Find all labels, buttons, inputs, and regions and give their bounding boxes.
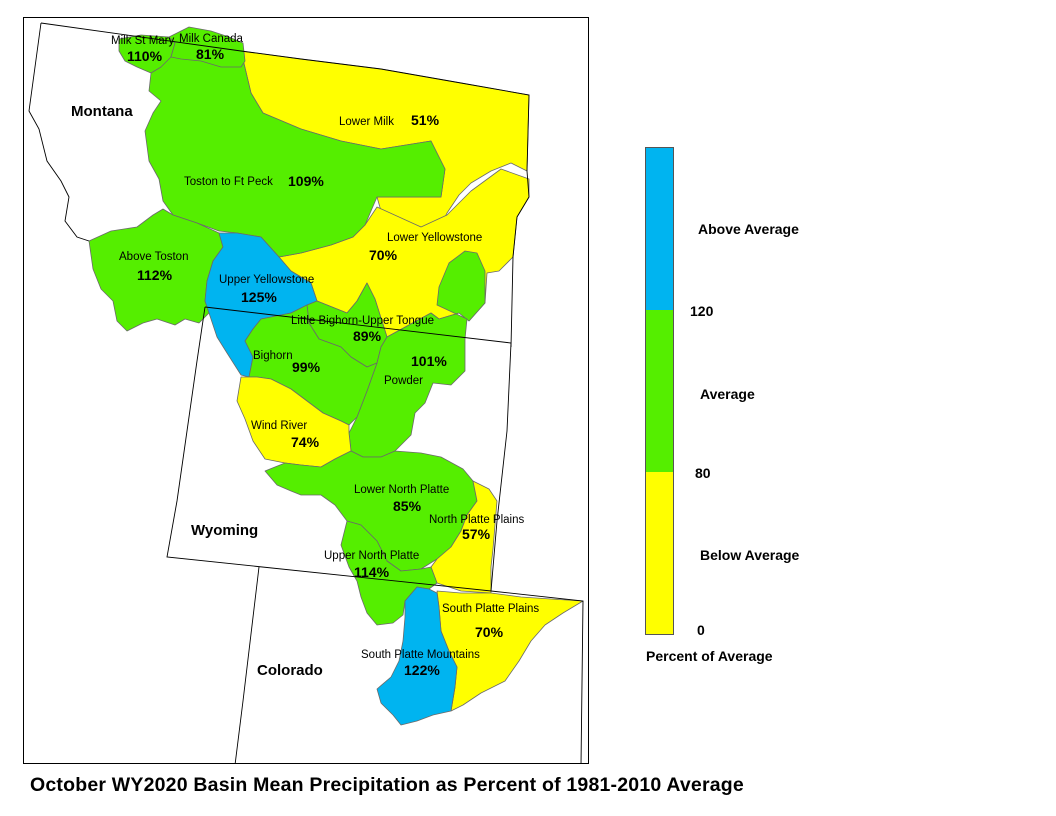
basin-map: Montana Wyoming Colorado Milk St Mary 11… (28, 22, 584, 763)
basin-polygons (88, 26, 584, 726)
legend-label-above-average: Above Average (698, 221, 799, 237)
basin-pct-upper-yellowstone: 125% (241, 289, 277, 305)
legend-tick-0: 0 (697, 622, 705, 638)
basin-name-wind-river: Wind River (251, 420, 307, 432)
legend-swatch-above-average (646, 148, 673, 311)
basin-name-powder: Powder (384, 375, 423, 387)
basin-name-south-platte-mountains: South Platte Mountains (361, 649, 480, 661)
basin-pct-lower-yellowstone: 70% (369, 247, 398, 263)
legend-label-average: Average (700, 386, 755, 402)
basin-name-toston-to-ft-peck: Toston to Ft Peck (184, 176, 273, 188)
basin-powder (348, 250, 486, 458)
legend-tick-120: 120 (690, 303, 714, 319)
state-label-montana: Montana (71, 103, 133, 120)
basin-pct-south-platte-mountains: 122% (404, 662, 440, 678)
basin-name-upper-yellowstone: Upper Yellowstone (219, 274, 314, 286)
montana-wyoming-border (204, 306, 512, 344)
basin-milk-canada (168, 26, 246, 68)
basin-pct-powder: 101% (411, 353, 447, 369)
basin-pct-upper-north-platte: 114% (354, 564, 390, 580)
basin-name-south-platte-plains: South Platte Plains (442, 603, 539, 615)
basin-pct-lower-milk: 51% (411, 112, 440, 128)
basin-pct-north-platte-plains: 57% (462, 526, 491, 542)
basin-name-upper-north-platte: Upper North Platte (324, 550, 419, 562)
basin-name-north-platte-plains: North Platte Plains (429, 514, 524, 526)
basin-name-little-bighorn-upper-tongue: Little Bighorn-Upper Tongue (291, 315, 434, 327)
basin-pct-milk-st-mary: 110% (127, 48, 163, 64)
basin-pct-bighorn: 99% (292, 359, 321, 375)
basin-milk-st-mary (118, 34, 176, 74)
state-label-wyoming: Wyoming (191, 522, 258, 539)
basin-pct-above-toston: 112% (137, 267, 173, 283)
basin-labels: Milk St Mary 110% Milk Canada 81% Lower … (111, 33, 539, 678)
basin-name-lower-north-platte: Lower North Platte (354, 484, 449, 496)
legend-label-below-average: Below Average (700, 547, 800, 563)
basin-name-milk-st-mary: Milk St Mary (111, 35, 175, 47)
basin-toston-to-ft-peck (144, 50, 446, 258)
map-frame: Montana Wyoming Colorado Milk St Mary 11… (23, 17, 589, 764)
basin-name-lower-yellowstone: Lower Yellowstone (387, 232, 482, 244)
legend-swatch-below-average (646, 472, 673, 634)
basin-pct-wind-river: 74% (291, 434, 320, 450)
legend-swatch-average (646, 310, 673, 473)
basin-name-milk-canada: Milk Canada (179, 33, 244, 45)
basin-name-above-toston: Above Toston (119, 251, 188, 263)
state-borders (28, 22, 584, 763)
basin-pct-lower-north-platte: 85% (393, 498, 422, 514)
colorado-border (234, 566, 260, 763)
basin-pct-south-platte-plains: 70% (475, 624, 504, 640)
basin-name-lower-milk: Lower Milk (339, 116, 394, 128)
wyoming-border (166, 306, 512, 592)
basin-pct-little-bighorn-upper-tongue: 89% (353, 328, 382, 344)
basin-name-bighorn: Bighorn (253, 350, 293, 362)
state-label-colorado: Colorado (257, 662, 323, 679)
state-labels: Montana Wyoming Colorado (71, 103, 323, 679)
montana-border (40, 22, 530, 348)
legend-title: Percent of Average (646, 648, 773, 664)
legend-color-bar (645, 147, 674, 635)
colorado-east-border (490, 590, 584, 763)
basin-pct-toston-to-ft-peck: 109% (288, 173, 324, 189)
map-title: October WY2020 Basin Mean Precipitation … (30, 774, 744, 796)
basin-south-platte-mountains (376, 586, 458, 726)
basin-pct-milk-canada: 81% (196, 46, 225, 62)
montana-west-border (28, 22, 90, 242)
legend-tick-80: 80 (695, 465, 711, 481)
